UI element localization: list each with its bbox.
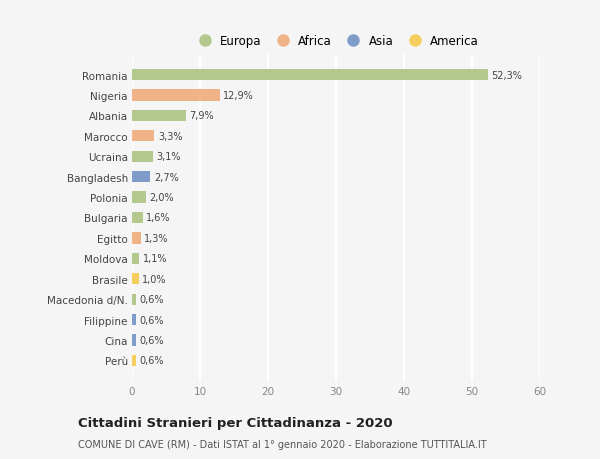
Legend: Europa, Africa, Asia, America: Europa, Africa, Asia, America: [190, 32, 482, 52]
Bar: [132, 294, 136, 305]
Text: 0,6%: 0,6%: [139, 315, 164, 325]
Text: COMUNE DI CAVE (RM) - Dati ISTAT al 1° gennaio 2020 - Elaborazione TUTTITALIA.IT: COMUNE DI CAVE (RM) - Dati ISTAT al 1° g…: [78, 439, 487, 449]
Text: 2,7%: 2,7%: [154, 172, 179, 182]
Text: 1,0%: 1,0%: [142, 274, 167, 284]
Text: 52,3%: 52,3%: [491, 71, 522, 80]
Text: 2,0%: 2,0%: [149, 193, 173, 203]
Bar: [132, 233, 141, 244]
Bar: [132, 314, 136, 325]
Text: 1,3%: 1,3%: [144, 233, 169, 243]
Bar: [132, 192, 146, 203]
Text: 0,6%: 0,6%: [139, 295, 164, 304]
Bar: [132, 151, 153, 162]
Text: 12,9%: 12,9%: [223, 91, 254, 101]
Text: 1,6%: 1,6%: [146, 213, 171, 223]
Text: 7,9%: 7,9%: [189, 111, 214, 121]
Bar: [132, 70, 488, 81]
Bar: [132, 111, 186, 122]
Bar: [132, 90, 220, 101]
Text: 1,1%: 1,1%: [143, 254, 167, 264]
Bar: [132, 335, 136, 346]
Text: 3,3%: 3,3%: [158, 132, 182, 141]
Bar: [132, 355, 136, 366]
Bar: [132, 274, 139, 285]
Bar: [132, 253, 139, 264]
Text: 3,1%: 3,1%: [157, 152, 181, 162]
Bar: [132, 131, 154, 142]
Bar: [132, 172, 151, 183]
Text: 0,6%: 0,6%: [139, 356, 164, 365]
Text: 0,6%: 0,6%: [139, 335, 164, 345]
Bar: [132, 213, 143, 224]
Text: Cittadini Stranieri per Cittadinanza - 2020: Cittadini Stranieri per Cittadinanza - 2…: [78, 416, 392, 429]
